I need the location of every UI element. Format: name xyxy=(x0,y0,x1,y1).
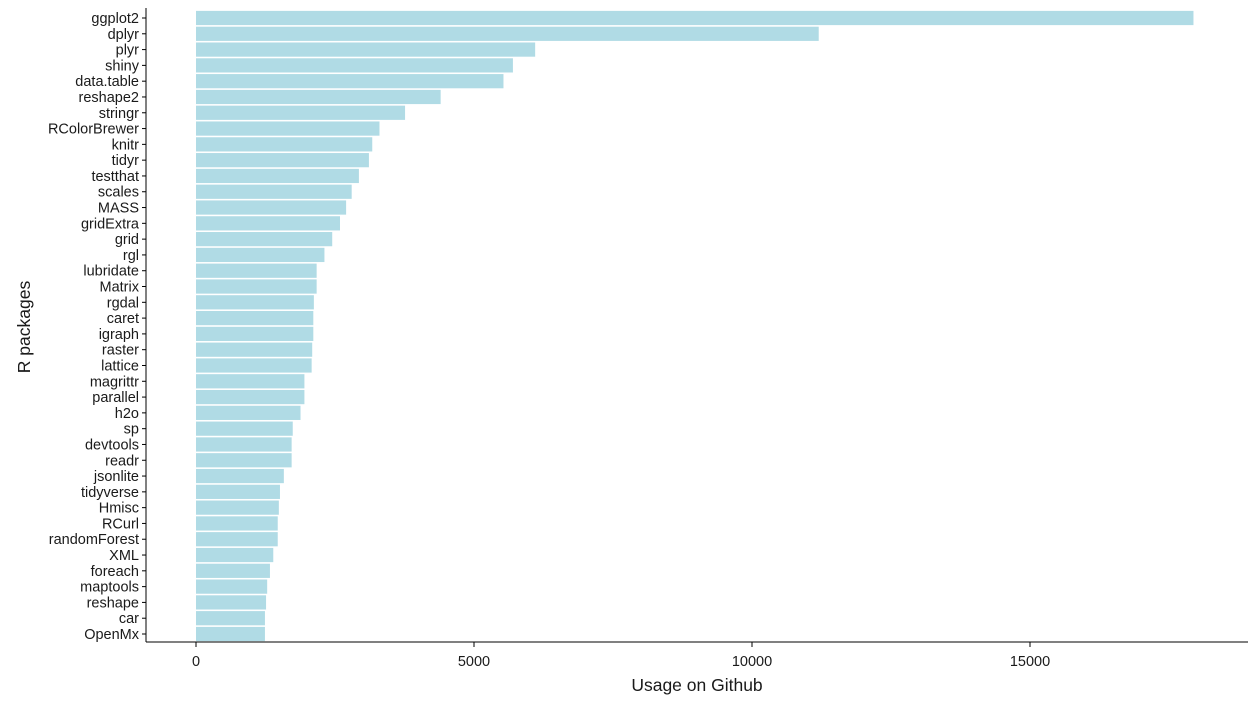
bar-randomforest xyxy=(196,532,278,547)
bar-dplyr xyxy=(196,26,819,41)
category-label: lubridate xyxy=(83,264,139,280)
bar-knitr xyxy=(196,137,373,152)
category-label: Matrix xyxy=(100,280,140,296)
category-label: MASS xyxy=(98,201,139,217)
bar-sp xyxy=(196,421,293,436)
category-label: RColorBrewer xyxy=(48,122,139,138)
bar-parallel xyxy=(196,389,305,405)
bar-testthat xyxy=(196,168,359,184)
category-label: rgdal xyxy=(107,295,139,311)
x-axis-title: Usage on Github xyxy=(631,675,762,695)
bar-raster xyxy=(196,342,313,357)
category-label: car xyxy=(119,611,139,627)
x-tick-label: 10000 xyxy=(732,654,772,670)
bar-mass xyxy=(196,200,347,215)
category-label: parallel xyxy=(92,390,139,406)
category-label: data.table xyxy=(75,74,139,90)
y-ticks xyxy=(142,17,146,635)
category-label: randomForest xyxy=(49,532,139,548)
bar-rgl xyxy=(196,247,325,263)
category-label: scales xyxy=(98,185,139,201)
bar-rcurl xyxy=(196,516,278,531)
bar-devtools xyxy=(196,437,292,452)
bar-matrix xyxy=(196,279,317,294)
category-label: XML xyxy=(109,548,139,564)
category-label: dplyr xyxy=(108,27,140,43)
category-label: magrittr xyxy=(90,374,139,390)
bar-data-table xyxy=(196,74,504,89)
bar-car xyxy=(196,611,265,626)
bar-caret xyxy=(196,310,314,326)
category-label: Hmisc xyxy=(99,501,139,517)
bar-gridextra xyxy=(196,216,340,231)
category-label: devtools xyxy=(85,437,139,453)
bar-openmx xyxy=(196,626,265,642)
bar-foreach xyxy=(196,563,270,578)
category-label: reshape2 xyxy=(79,90,139,106)
bar-jsonlite xyxy=(196,468,284,484)
category-label: stringr xyxy=(99,106,139,122)
y-axis-title: R packages xyxy=(14,281,34,374)
bar-ggplot2 xyxy=(196,10,1194,26)
x-tick-label: 5000 xyxy=(458,654,490,670)
category-label: tidyverse xyxy=(81,485,139,501)
bar-igraph xyxy=(196,326,314,342)
bar-readr xyxy=(196,453,292,468)
category-label: foreach xyxy=(91,564,139,580)
bar-tidyr xyxy=(196,153,369,168)
category-label: RCurl xyxy=(102,516,139,532)
category-label: rgl xyxy=(123,248,139,264)
bar-stringr xyxy=(196,105,406,120)
category-label: readr xyxy=(105,453,139,469)
category-label: knitr xyxy=(112,137,140,153)
category-label: caret xyxy=(107,311,139,327)
bar-hmisc xyxy=(196,500,279,515)
x-ticks: 0 5000 10000 15000 xyxy=(192,642,1050,670)
bar-lubridate xyxy=(196,263,317,278)
bar-reshape xyxy=(196,595,267,610)
bar-scales xyxy=(196,184,352,199)
category-label: grid xyxy=(115,232,139,248)
axes xyxy=(145,8,1248,643)
category-label: h2o xyxy=(115,406,139,422)
bar-lattice xyxy=(196,358,312,373)
category-label: lattice xyxy=(101,358,139,374)
bar-magrittr xyxy=(196,374,305,389)
bar-xml xyxy=(196,547,274,563)
bar-plyr xyxy=(196,42,536,57)
category-label: testthat xyxy=(91,169,139,185)
bar-shiny xyxy=(196,58,513,73)
category-label: jsonlite xyxy=(93,469,139,485)
category-label: plyr xyxy=(116,43,140,59)
x-tick-label: 15000 xyxy=(1010,654,1050,670)
bars-layer xyxy=(196,10,1194,642)
category-label: gridExtra xyxy=(81,216,140,232)
category-label: shiny xyxy=(105,58,140,74)
category-label: tidyr xyxy=(112,153,140,169)
category-label: OpenMx xyxy=(84,627,140,643)
bar-tidyverse xyxy=(196,484,280,499)
bar-rcolorbrewer xyxy=(196,121,380,136)
bar-grid xyxy=(196,232,333,247)
bar-reshape2 xyxy=(196,89,441,105)
category-label: maptools xyxy=(80,580,139,596)
category-label: sp xyxy=(124,422,139,438)
category-labels: ggplot2dplyrplyrshinydata.tablereshape2s… xyxy=(48,11,140,643)
category-label: reshape xyxy=(87,595,139,611)
bar-h2o xyxy=(196,405,301,420)
x-tick-label: 0 xyxy=(192,654,200,670)
category-label: raster xyxy=(102,343,139,359)
bar-rgdal xyxy=(196,295,314,310)
category-label: igraph xyxy=(99,327,139,343)
bar-maptools xyxy=(196,579,268,594)
category-label: ggplot2 xyxy=(91,11,139,27)
